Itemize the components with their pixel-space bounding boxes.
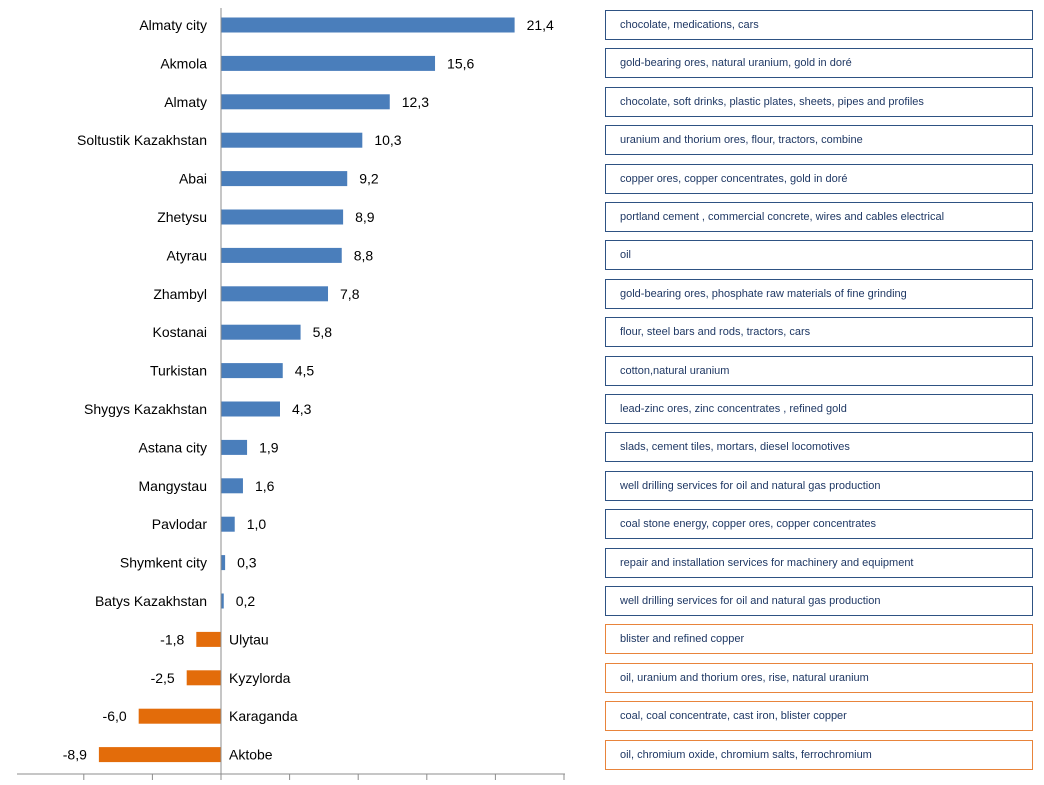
product-box: coal, coal concentrate, cast iron, blist… (605, 701, 1033, 732)
value-label: -8,9 (63, 747, 87, 763)
product-box: cotton,natural uranium (605, 355, 1033, 386)
category-label: Abai (179, 171, 207, 187)
category-label: Atyrau (167, 247, 207, 263)
product-box: well drilling services for oil and natur… (605, 586, 1033, 616)
product-box: oil, chromium oxide, chromium salts, fer… (605, 739, 1033, 770)
category-label: Ulytau (229, 631, 269, 647)
bar-atyrau (221, 247, 342, 263)
product-box: portland cement , commercial concrete, w… (605, 202, 1033, 232)
value-label: 1,9 (259, 439, 279, 455)
product-box: uranium and thorium ores, flour, tractor… (605, 125, 1033, 156)
value-label: -1,8 (160, 631, 184, 647)
category-label: Soltustik Kazakhstan (77, 132, 207, 148)
category-label: Almaty (164, 94, 207, 110)
x-axis (17, 8, 565, 780)
value-label: 9,2 (359, 171, 379, 187)
product-box: blister and refined copper (605, 624, 1033, 655)
product-box: flour, steel bars and rods, tractors, ca… (605, 317, 1033, 348)
bar-zhetysu (221, 209, 344, 225)
bar-karaganda (138, 708, 221, 724)
bar-akmola (221, 55, 436, 71)
category-label: Kyzylorda (229, 670, 291, 686)
value-label: 0,2 (236, 593, 256, 609)
value-label: 4,5 (295, 363, 315, 379)
category-label: Karaganda (229, 708, 298, 724)
bar-aktobe (98, 747, 221, 763)
bar-soltustik-kazakhstan (221, 132, 363, 148)
value-label: 8,8 (354, 247, 374, 263)
product-box: lead-zinc ores, zinc concentrates , refi… (605, 394, 1033, 424)
value-label: 5,8 (313, 324, 333, 340)
value-label: -2,5 (151, 670, 175, 686)
bar-pavlodar (221, 516, 235, 532)
bar-almaty (221, 94, 390, 110)
value-label: 12,3 (402, 94, 429, 110)
product-box: repair and installation services for mac… (605, 547, 1033, 578)
value-label: 1,0 (247, 516, 267, 532)
value-label: -6,0 (103, 708, 127, 724)
product-box: gold-bearing ores, phosphate raw materia… (605, 278, 1033, 309)
bar-shymkent-city (221, 555, 226, 571)
bar-abai (221, 171, 348, 187)
category-label: Aktobe (229, 747, 273, 763)
category-label: Zhetysu (157, 209, 207, 225)
category-label: Akmola (160, 55, 207, 71)
product-box: gold-bearing ores, natural uranium, gold… (605, 48, 1033, 79)
bar-kostanai (221, 324, 301, 340)
category-label: Zhambyl (153, 286, 207, 302)
product-box: chocolate, soft drinks, plastic plates, … (605, 86, 1033, 117)
value-label: 10,3 (374, 132, 401, 148)
bar-shygys-kazakhstan (221, 401, 280, 417)
bar-kyzylorda (186, 670, 221, 686)
category-label: Astana city (139, 439, 207, 455)
bar-batys-kazakhstan (221, 593, 224, 609)
category-label: Shymkent city (120, 555, 207, 571)
category-label: Batys Kazakhstan (95, 593, 207, 609)
product-box: coal stone energy, copper ores, copper c… (605, 509, 1033, 540)
product-box: well drilling services for oil and natur… (605, 470, 1033, 501)
value-label: 4,3 (292, 401, 312, 417)
bar-almaty-city (221, 17, 515, 33)
category-label: Turkistan (150, 363, 207, 379)
category-label: Kostanai (153, 324, 207, 340)
product-box: chocolate, medications, cars (605, 10, 1033, 40)
value-label: 7,8 (340, 286, 360, 302)
product-box: slads, cement tiles, mortars, diesel loc… (605, 432, 1033, 463)
value-label: 1,6 (255, 478, 275, 494)
bar-astana-city (221, 439, 248, 455)
bar-turkistan (221, 363, 283, 379)
product-box: oil, uranium and thorium ores, rise, nat… (605, 662, 1033, 693)
value-label: 8,9 (355, 209, 375, 225)
category-label: Shygys Kazakhstan (84, 401, 207, 417)
product-box: oil (605, 240, 1033, 271)
bars-group: Almaty city 21,4 Akmola 15,6 Almaty 12,3 Soltu… (63, 17, 554, 763)
bar-zhambyl (221, 286, 329, 302)
value-label: 21,4 (527, 17, 554, 33)
bar-mangystau (221, 478, 243, 494)
bar-ulytau (196, 631, 221, 647)
category-label: Almaty city (139, 17, 207, 33)
product-box: copper ores, copper concentrates, gold i… (605, 163, 1033, 194)
value-label: 0,3 (237, 555, 257, 571)
value-label: 15,6 (447, 55, 474, 71)
category-label: Mangystau (139, 478, 207, 494)
category-label: Pavlodar (152, 516, 208, 532)
